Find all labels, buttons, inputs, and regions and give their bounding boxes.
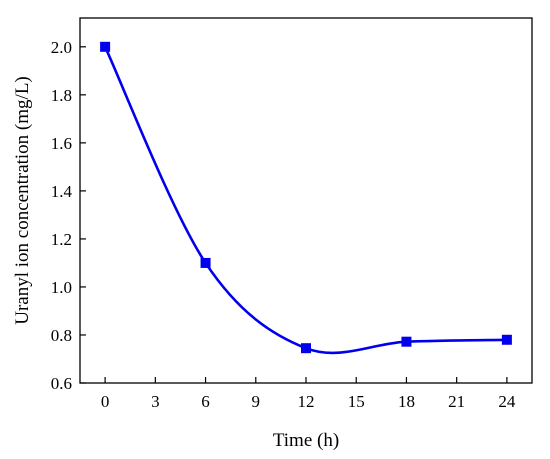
x-tick-label: 12	[298, 392, 315, 411]
series-line	[103, 46, 507, 355]
data-point	[401, 336, 412, 347]
y-tick-label: 1.8	[51, 86, 72, 105]
axis-ticks: 0 3 6 9 12 15 18 21 24 0.6 0.8 1.0 1.2 1.4 1.6 1.8 2.0	[51, 38, 516, 411]
y-tick-label: 1.6	[51, 134, 72, 153]
plot-frame	[79, 17, 533, 384]
y-tick-label: 0.8	[51, 326, 72, 345]
x-tick-label: 3	[151, 392, 160, 411]
y-tick-label: 1.2	[51, 230, 72, 249]
y-axis-label: Uranyl ion concentration (mg/L)	[12, 76, 33, 325]
x-tick-label: 18	[398, 392, 415, 411]
data-point	[200, 257, 211, 268]
x-tick-label: 0	[101, 392, 110, 411]
x-tick-label: 9	[252, 392, 261, 411]
y-tick-label: 1.0	[51, 278, 72, 297]
y-tick-label: 2.0	[51, 38, 72, 57]
data-point	[501, 334, 512, 345]
x-axis-label: Time (h)	[273, 430, 339, 451]
y-tick-label: 1.4	[51, 182, 73, 201]
data-series	[100, 41, 512, 355]
x-tick-label: 24	[498, 392, 516, 411]
y-tick-label: 0.6	[51, 374, 72, 393]
x-tick-label: 15	[348, 392, 365, 411]
x-tick-label: 6	[201, 392, 210, 411]
x-tick-label: 21	[448, 392, 465, 411]
data-point	[100, 41, 111, 52]
data-point	[301, 343, 311, 354]
